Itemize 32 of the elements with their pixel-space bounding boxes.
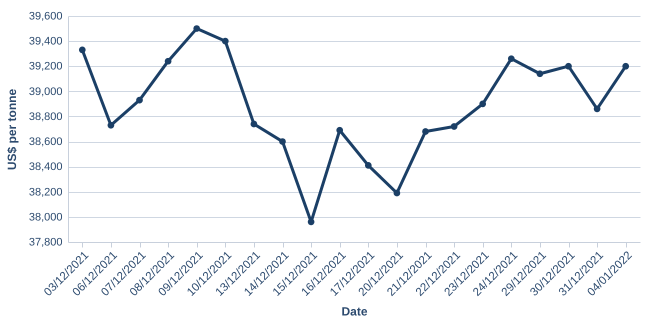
point [508,55,515,62]
point [594,106,600,112]
y-tick-label: 38,000 [28,211,62,224]
y-tick-label: 38,600 [28,136,62,148]
y-tick-label: 38,200 [28,186,62,198]
x-axis-title: Date [341,304,368,318]
y-axis-title: US$ per tonne [4,88,19,170]
point [222,38,229,44]
point [336,126,344,134]
y-tick-label: 39,400 [28,36,62,48]
y-tick-label: 39,600 [28,10,62,22]
point [479,100,486,108]
point [450,123,458,130]
y-tick-label: 39,200 [28,60,62,73]
y-tick-label: 38,800 [28,110,62,123]
y-tick-label: 38,400 [28,161,62,174]
y-tick-label: 39,000 [28,86,62,98]
point [108,122,114,129]
point [164,58,172,65]
point [364,162,372,169]
y-tick-label: 37,800 [28,236,62,248]
point [279,138,286,145]
point [193,25,200,32]
point [136,96,143,104]
point [565,62,572,70]
point [422,128,429,135]
point [394,190,400,196]
point [536,70,544,78]
point [78,46,86,54]
point [308,218,314,226]
point [622,62,630,70]
point [250,120,258,128]
